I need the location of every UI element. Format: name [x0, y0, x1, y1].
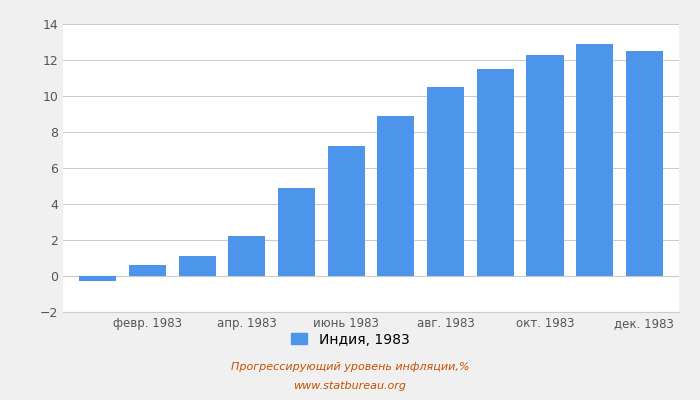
Bar — [576, 44, 613, 276]
Bar — [129, 265, 166, 276]
Bar — [427, 87, 464, 276]
Bar — [278, 188, 315, 276]
Legend: Индия, 1983: Индия, 1983 — [285, 327, 415, 352]
Bar — [328, 146, 365, 276]
Bar — [79, 276, 116, 282]
Bar — [526, 55, 564, 276]
Bar — [626, 51, 663, 276]
Bar — [377, 116, 414, 276]
Text: Прогрессирующий уровень инфляции,%: Прогрессирующий уровень инфляции,% — [231, 362, 469, 372]
Text: www.statbureau.org: www.statbureau.org — [293, 381, 407, 391]
Bar — [228, 236, 265, 276]
Bar — [178, 256, 216, 276]
Bar — [477, 69, 514, 276]
